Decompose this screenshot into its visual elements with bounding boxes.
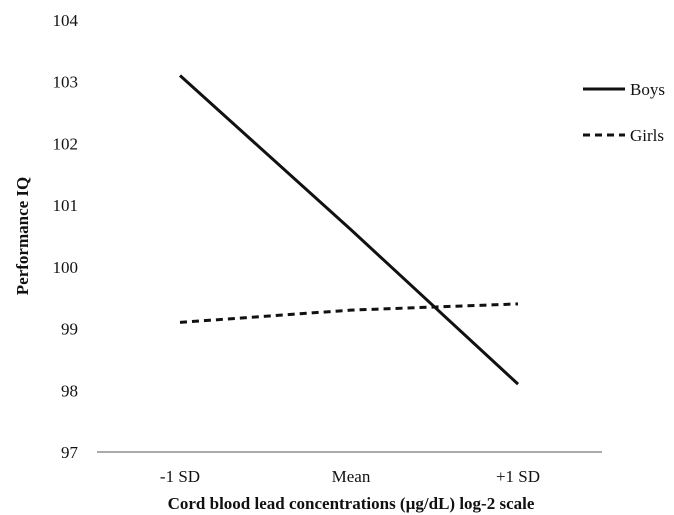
y-axis-title: Performance IQ xyxy=(13,177,32,295)
x-tick-label: -1 SD xyxy=(160,467,200,486)
y-tick-label: 98 xyxy=(61,381,78,400)
x-axis-title: Cord blood lead concentrations (µg/dL) l… xyxy=(168,494,535,513)
y-tick-label: 104 xyxy=(53,11,79,30)
series-line-boys xyxy=(178,74,520,386)
x-tick-labels: -1 SD Mean +1 SD xyxy=(160,467,540,486)
x-tick-label: Mean xyxy=(332,467,371,486)
y-tick-label: 102 xyxy=(53,134,79,153)
y-tick-label: 103 xyxy=(53,73,79,92)
legend-label-girls: Girls xyxy=(630,126,664,145)
y-tick-labels: 97 98 99 100 101 102 103 104 xyxy=(53,11,79,462)
y-tick-label: 100 xyxy=(53,258,79,277)
y-tick-label: 97 xyxy=(61,443,79,462)
legend: Boys Girls xyxy=(583,80,665,145)
series-line-girls xyxy=(179,302,519,324)
y-tick-label: 101 xyxy=(53,196,79,215)
y-tick-label: 99 xyxy=(61,320,78,339)
x-tick-label: +1 SD xyxy=(496,467,540,486)
legend-label-boys: Boys xyxy=(630,80,665,99)
series-lines xyxy=(178,74,520,386)
